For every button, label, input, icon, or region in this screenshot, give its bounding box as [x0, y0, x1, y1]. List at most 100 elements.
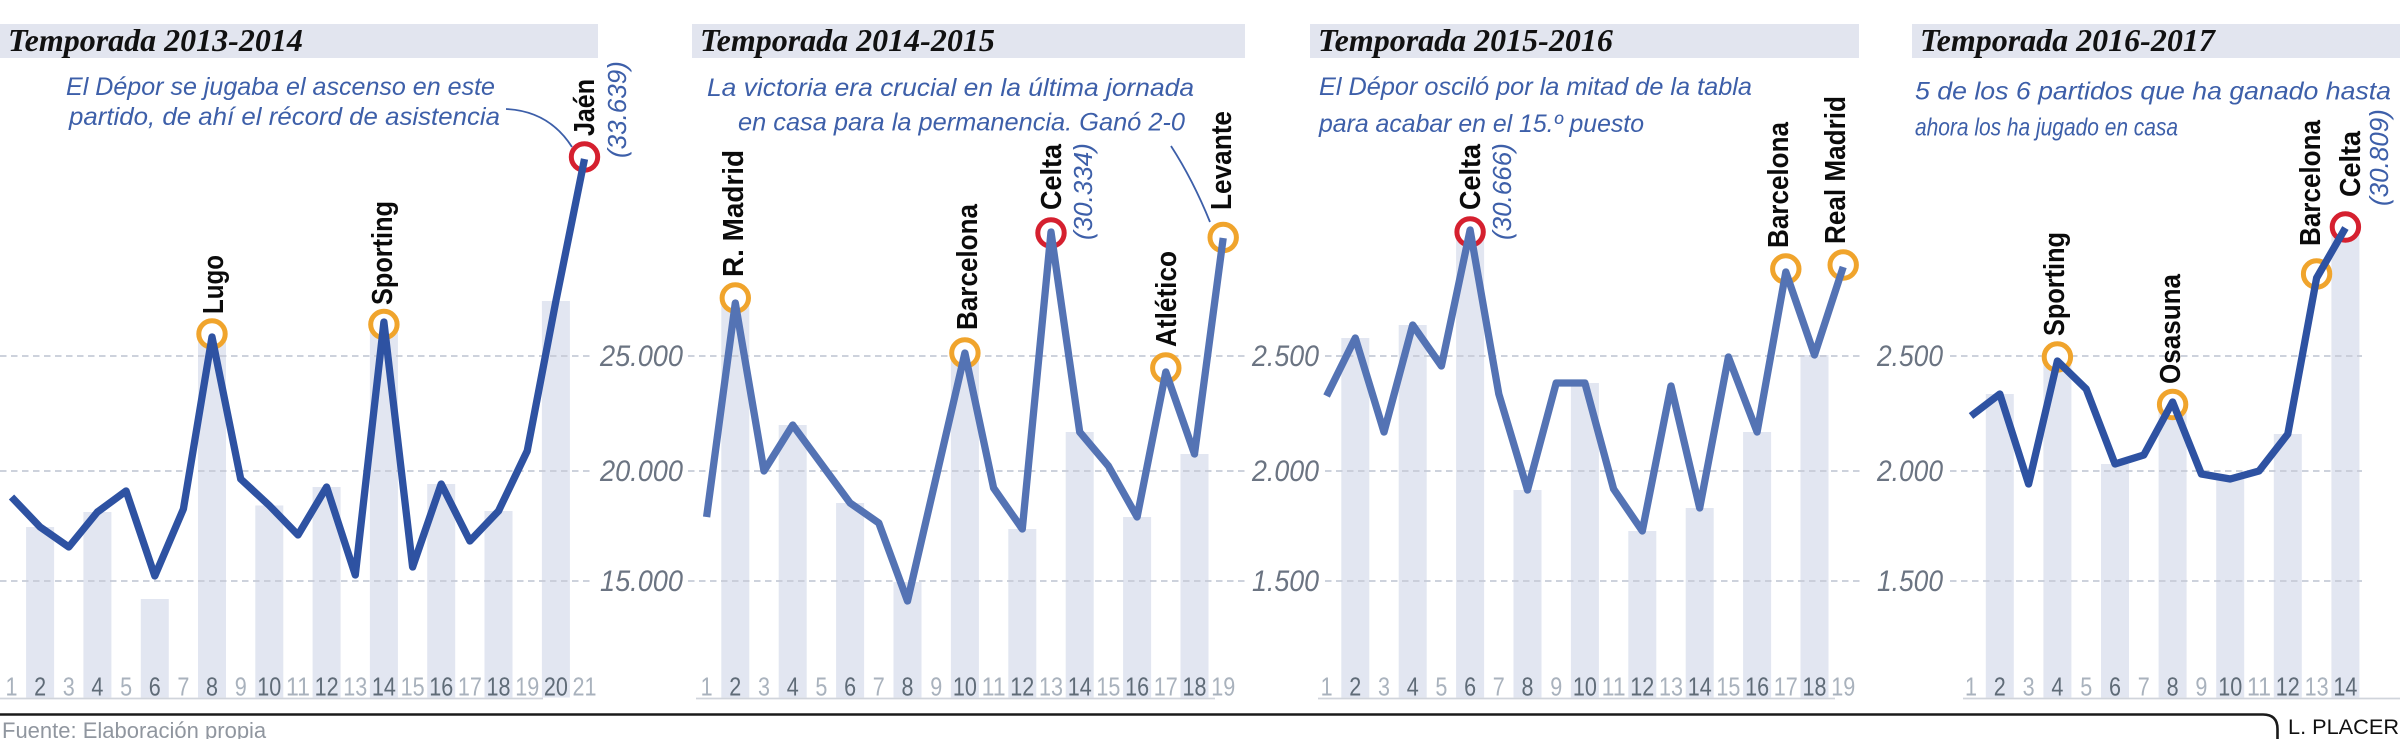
svg-text:15: 15 — [1716, 672, 1740, 702]
svg-text:2.000: 2.000 — [1251, 455, 1319, 488]
svg-text:1: 1 — [701, 672, 713, 702]
svg-text:La victoria era crucial en la: La victoria era crucial en la última jor… — [707, 74, 1194, 102]
svg-text:2: 2 — [34, 672, 46, 702]
svg-text:1: 1 — [6, 672, 18, 702]
svg-text:13: 13 — [1039, 672, 1063, 702]
svg-text:11: 11 — [982, 672, 1006, 702]
svg-text:5 de los 6 partidos que ha gan: 5 de los 6 partidos que ha ganado hasta — [1915, 78, 2391, 106]
svg-text:18: 18 — [1183, 672, 1207, 702]
svg-text:14: 14 — [1068, 672, 1092, 702]
svg-text:18: 18 — [1803, 672, 1827, 702]
svg-text:Fuente: Elaboración propia: Fuente: Elaboración propia — [2, 718, 267, 739]
svg-text:2: 2 — [1994, 672, 2006, 702]
svg-text:8: 8 — [206, 672, 218, 702]
svg-text:2: 2 — [729, 672, 741, 702]
svg-text:Barcelona: Barcelona — [952, 203, 984, 330]
svg-text:17: 17 — [458, 672, 482, 702]
svg-text:Celta: Celta — [1036, 143, 1068, 210]
svg-text:2.000: 2.000 — [1876, 455, 1943, 488]
svg-text:15: 15 — [401, 672, 425, 702]
svg-text:7: 7 — [177, 672, 189, 702]
svg-text:partido, de ahí el récord de a: partido, de ahí el récord de asistencia — [68, 103, 500, 131]
svg-text:11: 11 — [1602, 672, 1626, 702]
svg-text:14: 14 — [2333, 672, 2357, 702]
svg-text:11: 11 — [2247, 672, 2271, 702]
svg-text:10: 10 — [257, 672, 281, 702]
svg-text:13: 13 — [343, 672, 367, 702]
svg-text:1: 1 — [1965, 672, 1977, 702]
svg-text:12: 12 — [2276, 672, 2300, 702]
svg-text:para acabar en el 15.º puesto: para acabar en el 15.º puesto — [1318, 110, 1644, 138]
svg-text:18: 18 — [487, 672, 511, 702]
svg-text:5: 5 — [1435, 672, 1447, 702]
svg-text:17: 17 — [1154, 672, 1178, 702]
svg-text:Temporada 2014-2015: Temporada 2014-2015 — [700, 22, 995, 58]
svg-text:1: 1 — [1321, 672, 1333, 702]
svg-text:Temporada 2013-2014: Temporada 2013-2014 — [8, 22, 303, 58]
svg-text:4: 4 — [787, 672, 799, 702]
svg-text:16: 16 — [429, 672, 453, 702]
svg-text:8: 8 — [2167, 672, 2179, 702]
svg-text:Sporting: Sporting — [2039, 232, 2071, 336]
svg-text:Lugo: Lugo — [198, 255, 230, 314]
svg-text:9: 9 — [2195, 672, 2207, 702]
svg-text:(30.666): (30.666) — [1487, 143, 1517, 240]
svg-text:19: 19 — [1831, 672, 1855, 702]
svg-text:Atlético: Atlético — [1151, 251, 1183, 347]
svg-text:7: 7 — [2138, 672, 2150, 702]
svg-text:6: 6 — [1464, 672, 1476, 702]
svg-text:Real Madrid: Real Madrid — [1820, 96, 1852, 244]
svg-text:10: 10 — [1573, 672, 1597, 702]
svg-text:9: 9 — [235, 672, 247, 702]
svg-text:Osasuna: Osasuna — [2155, 273, 2187, 384]
svg-text:L. PLACER: L. PLACER — [2288, 715, 2399, 739]
svg-text:R. Madrid: R. Madrid — [718, 150, 750, 277]
svg-text:(30.334): (30.334) — [1068, 143, 1098, 240]
svg-text:13: 13 — [2305, 672, 2329, 702]
svg-text:15: 15 — [1096, 672, 1120, 702]
svg-text:2.500: 2.500 — [1876, 340, 1943, 373]
svg-text:17: 17 — [1774, 672, 1798, 702]
svg-text:Sporting: Sporting — [367, 201, 399, 305]
svg-text:11: 11 — [286, 672, 310, 702]
svg-text:1.500: 1.500 — [1877, 565, 1943, 598]
svg-text:Celta: Celta — [1455, 143, 1487, 210]
svg-text:6: 6 — [844, 672, 856, 702]
svg-text:10: 10 — [2218, 672, 2242, 702]
svg-text:4: 4 — [91, 672, 103, 702]
svg-text:Levante: Levante — [1206, 111, 1238, 210]
svg-text:Temporada 2016-2017: Temporada 2016-2017 — [1920, 22, 2217, 58]
svg-text:5: 5 — [120, 672, 132, 702]
svg-text:2.500: 2.500 — [1251, 340, 1319, 373]
svg-text:3: 3 — [1378, 672, 1390, 702]
svg-text:16: 16 — [1745, 672, 1769, 702]
svg-text:4: 4 — [1407, 672, 1419, 702]
svg-text:10: 10 — [953, 672, 977, 702]
svg-text:13: 13 — [1659, 672, 1683, 702]
svg-text:12: 12 — [1010, 672, 1034, 702]
svg-text:5: 5 — [815, 672, 827, 702]
svg-text:8: 8 — [902, 672, 914, 702]
svg-text:2: 2 — [1349, 672, 1361, 702]
svg-text:Jaén: Jaén — [569, 79, 601, 136]
svg-text:12: 12 — [1630, 672, 1654, 702]
svg-text:7: 7 — [873, 672, 885, 702]
svg-text:en casa para la permanencia. G: en casa para la permanencia. Ganó 2-0 — [738, 109, 1185, 137]
svg-text:15.000: 15.000 — [600, 565, 683, 598]
svg-text:3: 3 — [63, 672, 75, 702]
svg-text:El Dépor osciló por la mitad d: El Dépor osciló por la mitad de la tabla — [1319, 73, 1752, 101]
svg-text:3: 3 — [758, 672, 770, 702]
svg-text:El Dépor se jugaba el ascenso: El Dépor se jugaba el ascenso en este — [66, 73, 495, 101]
svg-text:Celta: Celta — [2335, 130, 2367, 197]
svg-text:19: 19 — [1211, 672, 1235, 702]
svg-text:20.000: 20.000 — [599, 455, 683, 488]
svg-text:19: 19 — [515, 672, 539, 702]
svg-text:(30.809): (30.809) — [2364, 109, 2394, 206]
svg-text:14: 14 — [372, 672, 396, 702]
svg-text:9: 9 — [1550, 672, 1562, 702]
svg-text:(33.639): (33.639) — [602, 61, 632, 158]
svg-text:20: 20 — [544, 672, 568, 702]
svg-text:14: 14 — [1688, 672, 1712, 702]
svg-text:ahora los ha jugado en casa: ahora los ha jugado en casa — [1915, 114, 2178, 142]
svg-text:Barcelona: Barcelona — [1763, 121, 1795, 248]
